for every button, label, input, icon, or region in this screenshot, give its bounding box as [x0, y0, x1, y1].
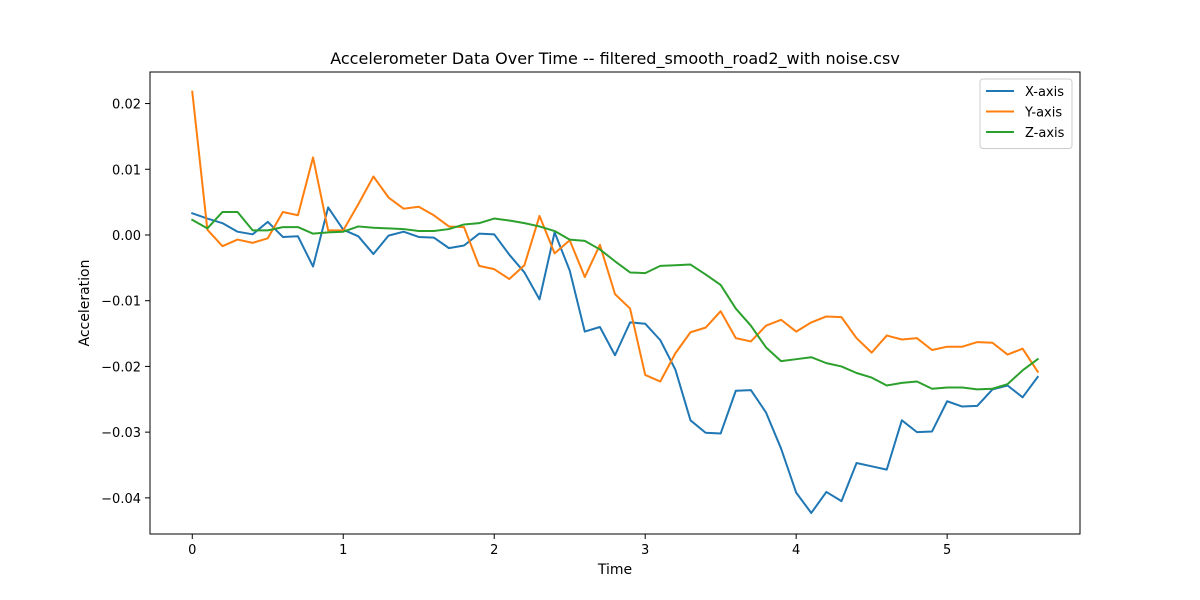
chart-title: Accelerometer Data Over Time -- filtered…	[330, 49, 900, 69]
y-axis-ticks: −0.04 −0.03 −0.02 −0.01 0.00 0.01 0.02	[101, 98, 150, 507]
series-line-y-axis	[191, 90, 1040, 383]
plot-frame	[149, 71, 1081, 535]
y-tick-label: 0.02	[112, 98, 141, 113]
y-tick-label: −0.01	[101, 295, 141, 310]
x-tick-label: 5	[943, 543, 951, 558]
x-tick-label: 1	[339, 543, 347, 558]
x-axis-title: Time	[597, 562, 632, 578]
y-tick-label: 0.00	[112, 229, 141, 244]
legend-label-z-axis: Z-axis	[1025, 126, 1065, 141]
y-tick-label: −0.02	[101, 360, 141, 375]
x-tick-label: 0	[188, 543, 196, 558]
series-line-z-axis	[190, 210, 1040, 391]
y-tick-label: −0.03	[101, 426, 141, 441]
x-tick-label: 2	[490, 543, 498, 558]
y-axis-title: Acceleration	[77, 260, 93, 347]
legend-label-y-axis: Y-axis	[1024, 106, 1062, 121]
series-line-x-axis	[190, 206, 1040, 514]
y-tick-label: −0.04	[101, 492, 141, 507]
legend-label-x-axis: X-axis	[1025, 85, 1064, 100]
x-tick-label: 4	[792, 543, 800, 558]
plot-area	[150, 72, 1080, 534]
x-tick-label: 3	[641, 543, 649, 558]
y-tick-label: 0.01	[112, 163, 141, 178]
legend: X-axis Y-axis Z-axis	[979, 78, 1073, 149]
x-axis-ticks: 0 1 2 3 4 5	[188, 534, 951, 558]
series-layer	[190, 90, 1040, 514]
